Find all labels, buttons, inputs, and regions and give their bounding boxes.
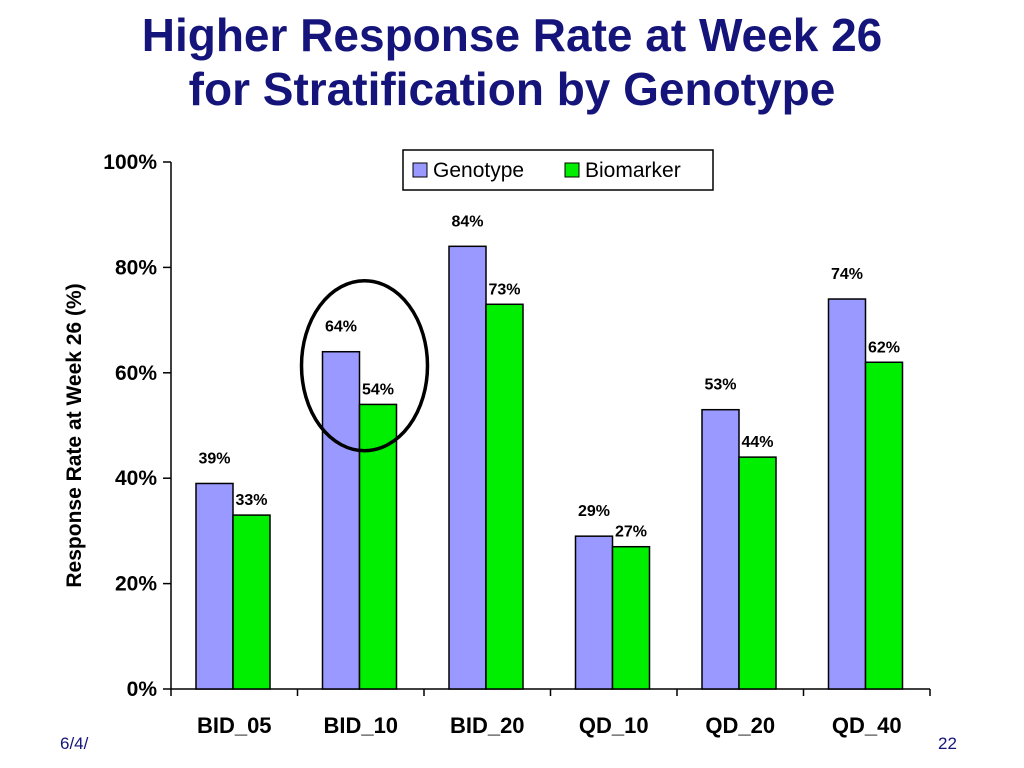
x-tick-label: QD_20 xyxy=(705,713,775,738)
legend-label-genotype: Genotype xyxy=(433,159,524,182)
legend xyxy=(402,149,714,191)
data-label-genotype: 53% xyxy=(704,377,736,394)
y-tick-label: 40% xyxy=(115,467,157,490)
bar-genotype-qd_20 xyxy=(701,408,740,690)
y-tick-label: 0% xyxy=(127,678,158,701)
x-tick-label: BID_20 xyxy=(450,713,525,738)
legend-swatch-biomarker xyxy=(564,162,580,178)
bar-genotype-bid_05 xyxy=(195,482,234,690)
data-label-biomarker: 54% xyxy=(362,381,394,398)
bar-genotype-qd_10 xyxy=(574,535,614,690)
x-tick-label: BID_05 xyxy=(197,713,272,738)
data-label-biomarker: 27% xyxy=(615,524,647,541)
y-tick-label: 60% xyxy=(115,362,157,385)
legend-label-biomarker: Biomarker xyxy=(585,159,681,182)
data-label-biomarker: 33% xyxy=(235,492,267,509)
bar-biomarker-qd_40 xyxy=(864,361,904,690)
footer-date: 6/4/ xyxy=(60,734,89,753)
page-number: 22 xyxy=(938,734,957,753)
legend-swatch-genotype xyxy=(412,162,428,178)
bar-genotype-bid_10 xyxy=(321,350,361,690)
data-label-genotype: 29% xyxy=(578,503,610,520)
title-line-2: for Stratification by Genotype xyxy=(188,63,836,115)
bar-biomarker-bid_05 xyxy=(232,514,271,690)
data-label-biomarker: 62% xyxy=(868,339,900,356)
y-tick-label: 80% xyxy=(115,256,157,279)
data-label-genotype: 39% xyxy=(198,450,230,467)
bar-biomarker-qd_20 xyxy=(738,456,777,690)
y-axis-label: Response Rate at Week 26 (%) xyxy=(63,283,86,587)
data-label-genotype: 64% xyxy=(325,319,357,336)
bar-biomarker-bid_20 xyxy=(485,303,524,690)
y-tick-label: 100% xyxy=(103,151,157,174)
highlight-circle xyxy=(299,278,430,453)
data-label-genotype: 84% xyxy=(451,213,483,230)
bar-biomarker-qd_10 xyxy=(611,545,651,690)
data-label-biomarker: 73% xyxy=(488,281,520,298)
bar-genotype-bid_20 xyxy=(448,245,487,690)
x-tick-label: QD_40 xyxy=(832,713,902,738)
data-label-genotype: 74% xyxy=(831,266,863,283)
x-tick-label: BID_10 xyxy=(323,713,398,738)
y-tick-label: 20% xyxy=(115,573,157,596)
title-line-1: Higher Response Rate at Week 26 xyxy=(141,9,883,61)
x-tick-label: QD_10 xyxy=(579,713,649,738)
data-label-biomarker: 44% xyxy=(741,434,773,451)
slide-title: Higher Response Rate at Week 26 for Stra… xyxy=(0,8,1024,116)
bar-genotype-qd_40 xyxy=(827,298,867,690)
